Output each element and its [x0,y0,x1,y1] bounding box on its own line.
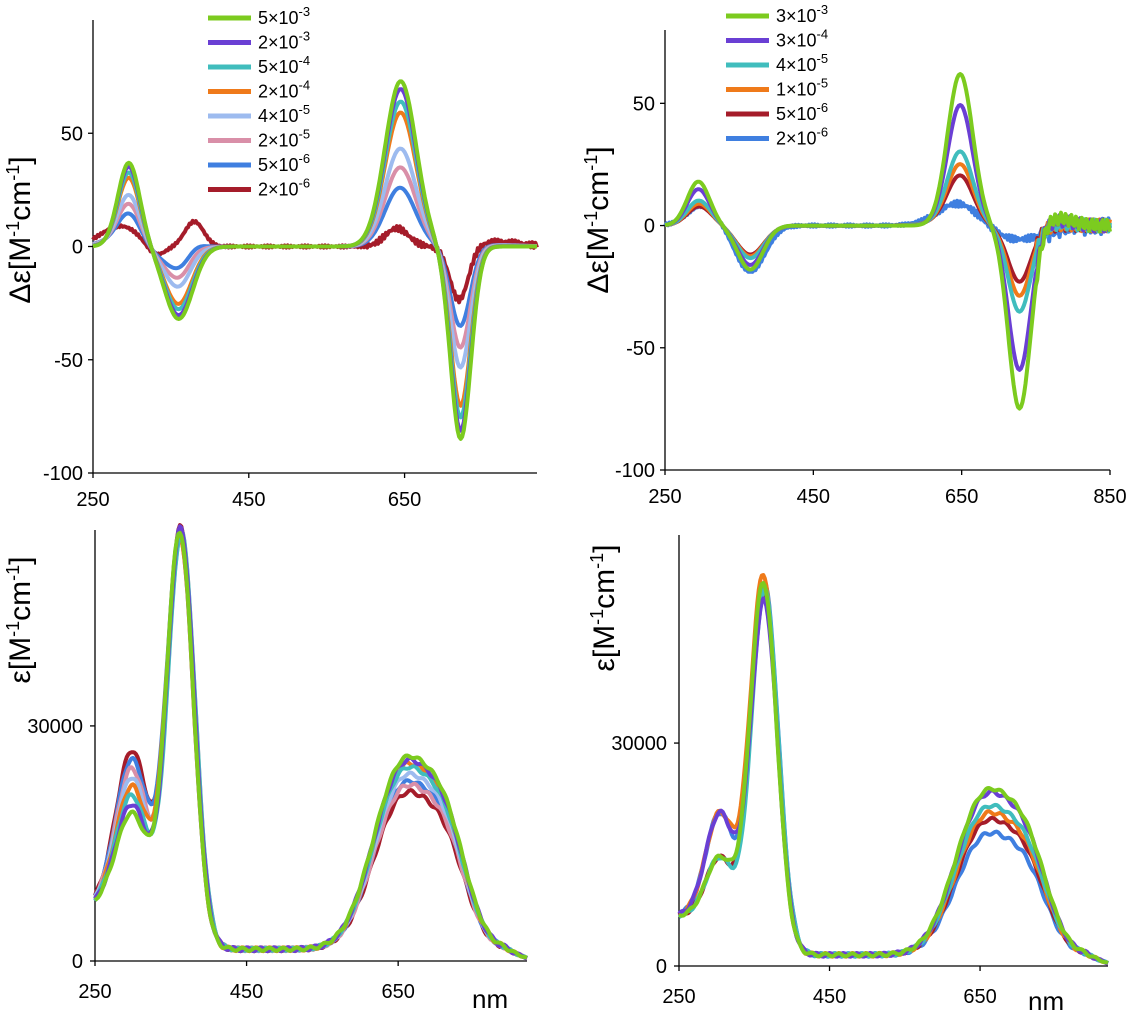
cd-right-legend-label: 1×10-5 [776,76,828,100]
abs-left-x-tick-label: 650 [381,981,414,1003]
cd-right-y-tick-label: 50 [633,93,655,115]
x-unit-left: nm [472,984,508,1014]
cd-left-y-tick-label: 0 [72,237,83,259]
abs-right-y-tick-label: 0 [656,956,667,978]
cd-right-legend-label: 3×10-3 [776,2,828,26]
cd-right-legend-label: 4×10-5 [776,51,828,75]
abs-right-y-tick-label: 30000 [611,733,667,755]
cd-left-x-tick-label: 650 [388,489,421,511]
cd-left-series-line [92,79,538,441]
cd-right-x-tick-label: 850 [1093,486,1126,508]
cd-left-legend-label: 5×10-4 [258,53,310,77]
cd-left-legend-label: 2×10-3 [258,29,310,53]
cd-left-legend-label: 2×10-4 [258,78,310,102]
abs-left-series-line [93,530,528,960]
cd-right-legend-label: 3×10-4 [776,27,828,51]
abs-right-x-tick-label: 250 [662,986,695,1008]
cd-right-x-tick-label: 450 [797,486,830,508]
cd-left-x-tick-label: 250 [76,489,109,511]
abs-left-y-tick-label: 30000 [27,716,83,738]
cd-left-legend-label: 2×10-5 [258,127,310,151]
abs-left-x-tick-label: 450 [230,981,263,1003]
cd-left-legend-label: 4×10-5 [258,102,310,126]
cd-left-y-tick-label: 50 [61,123,83,145]
cd-left-y-label: Δε[M-1cm-1] [3,156,37,303]
abs-right-series-line [678,573,1109,965]
abs-right-x-tick-label: 650 [963,986,996,1008]
cd-right-series-line [664,72,1112,411]
cd-right-legend-label: 5×10-6 [776,100,828,124]
cd-right-x-tick-label: 650 [945,486,978,508]
cd-right-y-label: Δε[M-1cm-1] [581,146,615,293]
cd-right-y-tick-label: 0 [644,216,655,238]
cd-left-y-tick-label: -50 [54,350,83,372]
abs-left-y-tick-label: 0 [72,951,83,973]
x-unit-right: nm [1028,986,1064,1016]
abs-right-y-label: ε[M-1cm-1] [587,544,621,671]
cd-right-y-tick-label: -100 [615,460,655,482]
abs-left-x-tick-label: 250 [78,981,111,1003]
cd-left-x-tick-label: 450 [232,489,265,511]
abs-left-y-label: ε[M-1cm-1] [3,556,37,683]
cd-right-y-tick-label: -50 [626,338,655,360]
abs-right-series-line [678,581,1109,965]
cd-left-y-tick-label: -100 [43,463,83,485]
cd-right-legend-label: 2×10-6 [776,125,828,149]
cd-left-legend-label: 2×10-6 [258,176,310,200]
cd-right-x-tick-label: 250 [648,486,681,508]
cd-left-legend-label: 5×10-3 [258,4,310,28]
abs-right-x-tick-label: 450 [813,986,846,1008]
cd-left-legend-label: 5×10-6 [258,151,310,175]
